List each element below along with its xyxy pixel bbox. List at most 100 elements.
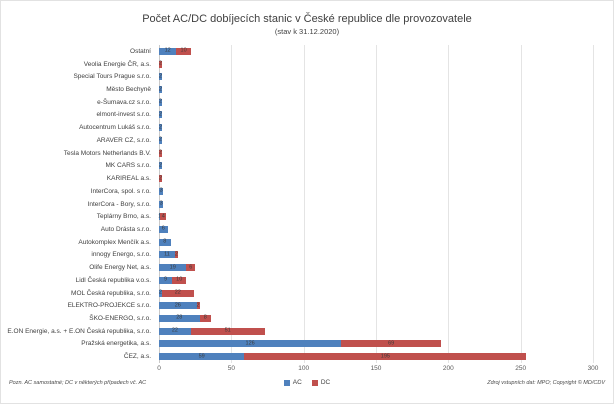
bar-row: 2 (158, 162, 162, 170)
category-label: Pražská energetika, a.s. (81, 340, 151, 348)
bar-value-label: 2 (158, 111, 162, 118)
bar-value-label: 2 (158, 174, 162, 181)
footnote-source: Zdroj vstupních dat: MPO; Copyright © MD… (487, 380, 605, 386)
bar-row: 2 (158, 174, 162, 183)
bar-segment-dc: 2 (158, 149, 162, 157)
category-label: KARIREAL a.s. (106, 175, 151, 183)
bar-segment-ac: 2 (159, 136, 162, 144)
bar-row: 6 (159, 225, 168, 233)
bar-segment-ac: 6 (159, 225, 168, 233)
bar-row: 59 195 (159, 353, 527, 361)
bar-value-label: 2 (158, 149, 162, 156)
category-label: Ostatní (130, 47, 151, 55)
bar-segment-ac: 126 (159, 340, 342, 348)
bar-segment-dc: 2 (158, 60, 162, 68)
legend-item-dc: DC (311, 379, 330, 386)
bar-value-label: 2 (158, 123, 162, 130)
bar-segment-dc: 4 (160, 212, 167, 221)
bar-row: 9 10 (159, 276, 187, 284)
bar-value-label: 9 (163, 276, 168, 283)
bar-row: 126 69 (159, 340, 442, 348)
chart-subtitle: (stav k 31.12.2020) (274, 27, 340, 36)
category-label: InterCora - Bory, s.r.o. (87, 200, 151, 208)
x-tick-label: 200 (442, 365, 454, 372)
bar-value-label: 3 (159, 200, 163, 207)
bar-value-label: 6 (189, 263, 193, 270)
bar-value-label: 2 (196, 302, 200, 308)
bar-segment-ac: 2 (159, 86, 162, 94)
bar-segment-dc: 2 (196, 302, 200, 310)
bar-value-label: 2 (158, 162, 162, 169)
bar-row: 8 (159, 238, 171, 246)
bar-segment-ac: 19 (159, 264, 187, 272)
category-label: Lidl Česká republika v.o.s. (75, 276, 151, 284)
bar-row: 2 (159, 73, 162, 81)
bar-segment-ac: 1 (158, 213, 161, 221)
bar-value-label: 11 (164, 251, 170, 258)
bar-row: 12 10 (159, 47, 191, 55)
bar-value-label: 4 (161, 212, 165, 219)
bar-row: 2 (158, 149, 162, 157)
bar-row: 2 (158, 111, 162, 119)
bar-value-label: 2 (158, 289, 162, 296)
bar-row: 14 (158, 212, 167, 221)
x-axis: 0 50 100 150 200 250 300 (157, 365, 598, 375)
bar-row: 3 (159, 200, 164, 208)
category-label: Tesla Motors Netherlands B.V. (63, 149, 151, 157)
bar-segment-dc: 10 (172, 276, 187, 284)
bar-value-label: 51 (224, 327, 231, 334)
category-label: Veolia Energie ČR, a.s. (83, 60, 151, 68)
bar-value-label: 22 (174, 289, 181, 296)
bar-segment-dc: 10 (176, 47, 191, 55)
bar-segment-ac: 3 (159, 187, 164, 195)
category-label: ELEKTRO-PROJEKCE s.r.o. (67, 302, 151, 310)
bar-segment-dc: 51 (190, 327, 265, 335)
bar-row: 2 (159, 136, 162, 144)
category-label: innogy Energo, s.r.o. (91, 251, 151, 259)
category-label: ČEZ, a.s. (123, 353, 151, 361)
bar-row: 2 (158, 123, 162, 132)
bar-segment-dc: 6 (186, 263, 196, 272)
category-axis: Ostatní Veolia Energie ČR, a.s. Special To… (5, 45, 155, 363)
plot-area: 1210222222222233146811219691022226228822… (158, 45, 594, 363)
legend: AC DC (1, 379, 613, 386)
category-label: InterCora, spol. s r.o. (90, 187, 151, 195)
gridline (231, 45, 233, 363)
bar-row: 11 2 (159, 251, 178, 259)
bar-value-label: 2 (158, 98, 162, 105)
bar-segment-dc: 22 (161, 289, 194, 297)
bar-row: 26 2 (159, 302, 200, 310)
bar-value-label: 1 (158, 213, 161, 220)
bar-value-label: 2 (158, 60, 162, 67)
x-tick-label: 100 (298, 365, 310, 372)
bar-value-label: 6 (161, 225, 165, 232)
category-label: e-Šumava.cz s.r.o. (97, 98, 151, 106)
bar-segment-ac: 2 (158, 289, 162, 297)
bar-row: 22 51 (159, 327, 265, 335)
bar-value-label: 12 (164, 47, 171, 54)
gridline (520, 45, 522, 363)
bar-segment-ac: 2 (158, 98, 162, 106)
bar-segment-ac: 2 (158, 111, 162, 119)
bar-value-label: 26 (174, 302, 181, 308)
bar-value-label: 10 (180, 47, 187, 54)
bar-row: 2 (159, 86, 162, 94)
category-label: Teplárny Brno, a.s. (96, 213, 151, 221)
bar-segment-ac: 9 (159, 276, 173, 284)
bar-value-label: 126 (245, 340, 255, 347)
gridline (593, 45, 594, 363)
category-label: ŠKO-ENERGO, s.r.o. (89, 314, 151, 322)
category-label: Olife Energy Net, a.s. (89, 264, 151, 272)
category-label: MK CARS s.r.o. (105, 162, 151, 170)
category-label: Autocentrum Lukáš s.r.o. (79, 124, 151, 132)
bar-value-label: 10 (176, 276, 183, 283)
legend-swatch-ac (283, 379, 290, 386)
chart-title: Počet AC/DC dobíjecích stanic v České re… (142, 13, 472, 25)
legend-swatch-dc (311, 379, 318, 386)
category-label: E.ON Energie, a.s. + E.ON Česká republik… (7, 327, 151, 335)
x-tick-label: 300 (587, 365, 599, 372)
x-tick-label: 250 (515, 365, 527, 372)
bar-segment-dc: 69 (341, 340, 442, 348)
x-tick-label: 150 (370, 365, 382, 372)
